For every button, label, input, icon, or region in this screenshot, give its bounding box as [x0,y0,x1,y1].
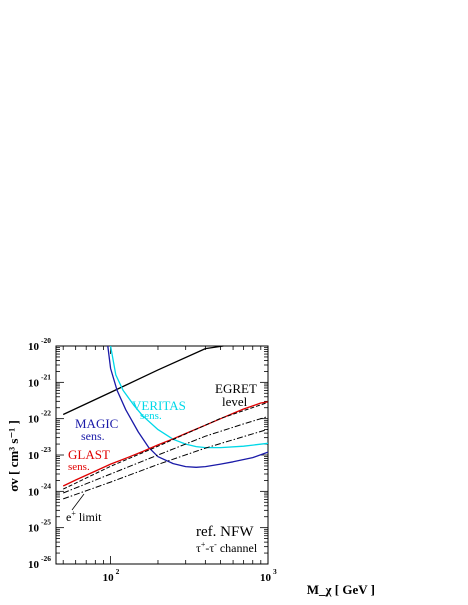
y-tick-label: 10-25 [28,518,51,535]
series-line-glast-sens [62,401,269,487]
svg-text:10: 10 [28,341,40,353]
svg-text:10: 10 [28,450,40,462]
y-axis-title: σv [ cm³ s⁻¹ ] [6,420,21,492]
veritas-label: VERITAS [132,398,186,413]
svg-text:10: 10 [28,486,40,498]
egret-level-label: level [222,394,248,409]
svg-text:2: 2 [116,567,120,576]
eplus-limit-label: e+ limit [66,509,102,524]
svg-text:-25: -25 [41,518,51,527]
veritas-sens-label: sens. [140,410,162,422]
profile-label: ref. NFW [196,524,254,540]
svg-text:10: 10 [28,414,40,426]
series-line-glast-sens-dashed [62,401,269,490]
y-tick-label: 10-26 [28,554,51,571]
magic-label: MAGIC [75,416,118,431]
egret-label: EGRET [215,381,257,396]
x-axis-label: M_χ [ GeV ] [307,582,375,597]
svg-text:-22: -22 [41,409,51,418]
y-tick-label: 10-21 [28,372,51,389]
x-tick-label: 103 [260,567,277,584]
svg-text:10: 10 [260,572,272,584]
svg-text:10: 10 [28,377,40,389]
channel-label: τ+-τ- channel [196,540,258,555]
series-layer [62,345,269,500]
series-line-e-limit-upper [63,416,269,494]
x-tick-label: 102 [103,567,120,584]
series-line-magic-sens [107,345,269,468]
magic-sens-label: sens. [81,429,105,443]
svg-text:10: 10 [28,523,40,535]
axis-ticks [56,346,269,565]
tick-labels: 10-2610-2510-2410-2310-2210-2110-2010210… [28,336,277,584]
glast-label: GLAST [68,447,110,462]
y-tick-label: 10-23 [28,445,51,462]
y-tick-label: 10-22 [28,409,51,426]
y-tick-label: 10-20 [28,336,51,353]
glast-sens-label: sens. [68,461,90,473]
y-axis-label: σv [ cm³ s⁻¹ ] [6,420,21,492]
svg-text:-24: -24 [41,481,51,490]
svg-text:-23: -23 [41,445,51,454]
svg-text:3: 3 [273,567,277,576]
svg-text:-20: -20 [41,336,51,345]
series-line-egret-level [62,345,224,416]
svg-text:-21: -21 [41,372,51,381]
y-tick-label: 10-24 [28,481,51,498]
svg-text:10: 10 [28,559,40,571]
svg-text:10: 10 [103,572,115,584]
svg-text:-26: -26 [41,554,51,563]
eplus-pointer [71,493,85,511]
